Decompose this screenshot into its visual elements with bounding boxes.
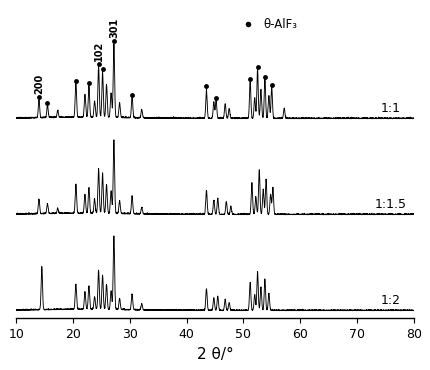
Text: 1:1: 1:1 xyxy=(381,102,401,115)
Text: 102: 102 xyxy=(94,40,104,61)
Text: 200: 200 xyxy=(34,74,44,94)
X-axis label: 2 θ/°: 2 θ/° xyxy=(197,347,233,361)
Text: 301: 301 xyxy=(109,18,119,38)
Text: 1:2: 1:2 xyxy=(381,294,401,307)
Legend: θ-AlF₃: θ-AlF₃ xyxy=(232,13,301,36)
Text: 1:1.5: 1:1.5 xyxy=(375,198,407,211)
